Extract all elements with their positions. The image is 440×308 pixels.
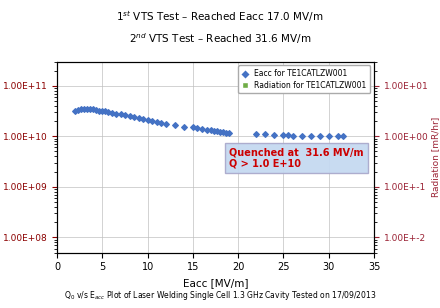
Eacc for TE1CATLZW001: [262, 132, 269, 137]
Eacc for TE1CATLZW001: [198, 126, 205, 131]
Eacc for TE1CATLZW001: [316, 134, 323, 139]
Eacc for TE1CATLZW001: [72, 108, 79, 113]
Y-axis label: Radiation [mR/hr]: Radiation [mR/hr]: [431, 117, 440, 197]
Eacc for TE1CATLZW001: [271, 133, 278, 138]
Text: Quenched at  31.6 MV/m
Q > 1.0 E+10: Quenched at 31.6 MV/m Q > 1.0 E+10: [229, 147, 364, 169]
Eacc for TE1CATLZW001: [280, 133, 287, 138]
Text: Q$_0$ v/s E$_{acc}$ Plot of Laser Welding Single Cell 1.3 GHz Cavity Tested on 1: Q$_0$ v/s E$_{acc}$ Plot of Laser Weldin…: [64, 289, 376, 302]
Eacc for TE1CATLZW001: [139, 116, 147, 121]
Eacc for TE1CATLZW001: [208, 128, 215, 133]
Text: 2$^{nd}$ VTS Test – Reached 31.6 MV/m: 2$^{nd}$ VTS Test – Reached 31.6 MV/m: [129, 31, 311, 46]
X-axis label: Eacc [MV/m]: Eacc [MV/m]: [183, 278, 248, 288]
Eacc for TE1CATLZW001: [213, 129, 220, 134]
Eacc for TE1CATLZW001: [190, 125, 197, 130]
Eacc for TE1CATLZW001: [226, 131, 233, 136]
Eacc for TE1CATLZW001: [158, 121, 165, 126]
Eacc for TE1CATLZW001: [126, 114, 133, 119]
Eacc for TE1CATLZW001: [153, 120, 160, 125]
Eacc for TE1CATLZW001: [340, 134, 347, 139]
Eacc for TE1CATLZW001: [99, 108, 106, 113]
Eacc for TE1CATLZW001: [285, 133, 292, 138]
Eacc for TE1CATLZW001: [131, 115, 138, 120]
Eacc for TE1CATLZW001: [307, 134, 314, 139]
Eacc for TE1CATLZW001: [121, 113, 128, 118]
Eacc for TE1CATLZW001: [162, 122, 169, 127]
Eacc for TE1CATLZW001: [180, 124, 187, 129]
Eacc for TE1CATLZW001: [77, 107, 84, 112]
Eacc for TE1CATLZW001: [216, 129, 224, 134]
Eacc for TE1CATLZW001: [81, 106, 88, 111]
Eacc for TE1CATLZW001: [84, 106, 91, 111]
Eacc for TE1CATLZW001: [108, 111, 115, 116]
Eacc for TE1CATLZW001: [92, 107, 99, 112]
Eacc for TE1CATLZW001: [334, 134, 341, 139]
Eacc for TE1CATLZW001: [86, 106, 93, 111]
Eacc for TE1CATLZW001: [113, 111, 120, 116]
Eacc for TE1CATLZW001: [194, 126, 201, 131]
Legend: Eacc for TE1CATLZW001, Radiation for TE1CATLZW001: Eacc for TE1CATLZW001, Radiation for TE1…: [238, 65, 370, 93]
Eacc for TE1CATLZW001: [135, 116, 142, 120]
Eacc for TE1CATLZW001: [74, 107, 81, 112]
Eacc for TE1CATLZW001: [298, 134, 305, 139]
Eacc for TE1CATLZW001: [104, 110, 111, 115]
Eacc for TE1CATLZW001: [253, 132, 260, 137]
Eacc for TE1CATLZW001: [149, 119, 156, 124]
Eacc for TE1CATLZW001: [289, 134, 296, 139]
Eacc for TE1CATLZW001: [171, 123, 178, 128]
Eacc for TE1CATLZW001: [203, 127, 210, 132]
Eacc for TE1CATLZW001: [102, 109, 109, 114]
Eacc for TE1CATLZW001: [325, 134, 332, 139]
Eacc for TE1CATLZW001: [95, 108, 103, 113]
Eacc for TE1CATLZW001: [222, 130, 229, 135]
Eacc for TE1CATLZW001: [90, 107, 97, 112]
Eacc for TE1CATLZW001: [144, 118, 151, 123]
Text: 1$^{st}$ VTS Test – Reached Eacc 17.0 MV/m: 1$^{st}$ VTS Test – Reached Eacc 17.0 MV…: [116, 9, 324, 24]
Eacc for TE1CATLZW001: [219, 130, 226, 135]
Eacc for TE1CATLZW001: [210, 128, 217, 133]
Eacc for TE1CATLZW001: [117, 112, 124, 117]
